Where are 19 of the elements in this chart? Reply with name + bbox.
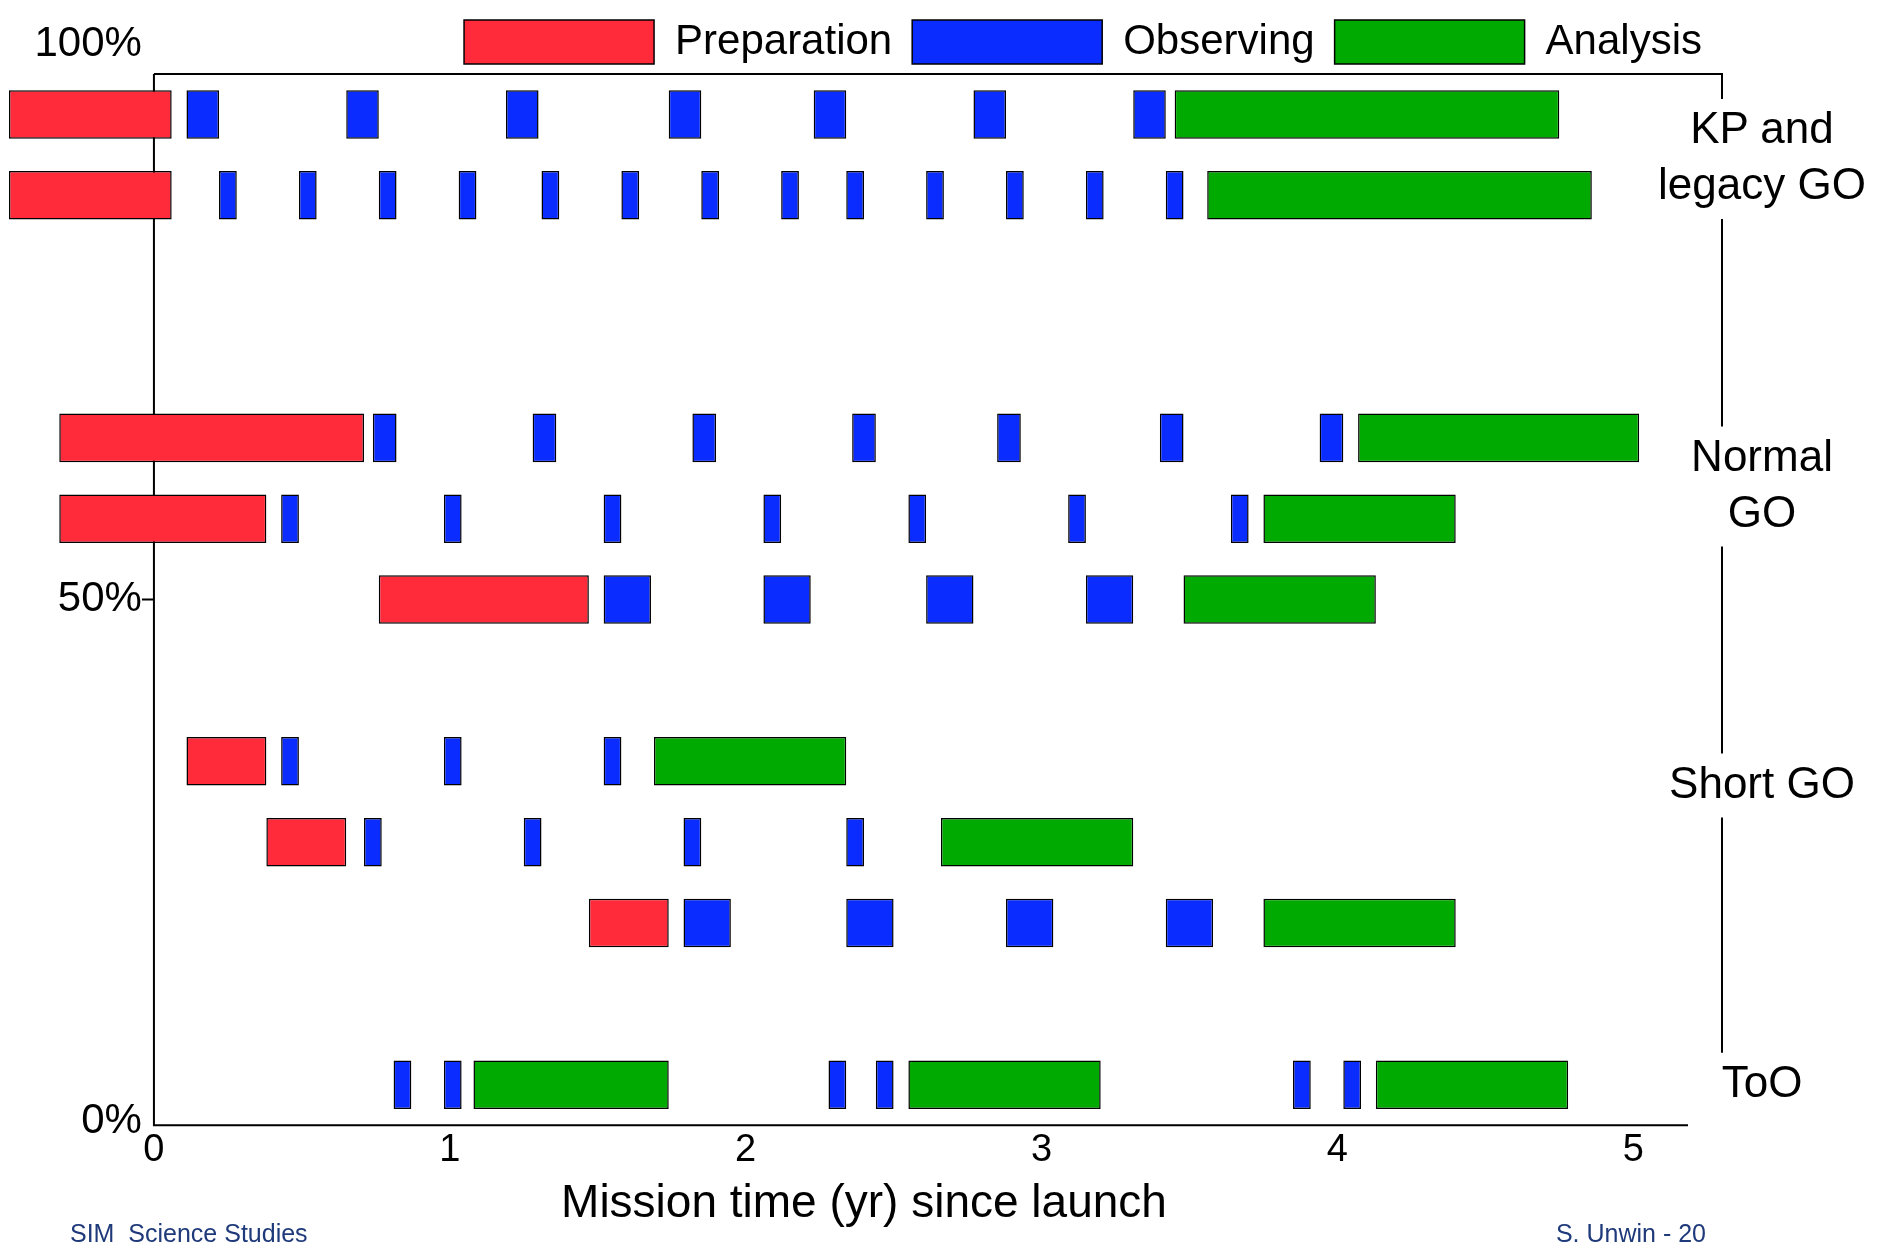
annotation: ToO bbox=[1721, 1056, 1803, 1106]
x-tick-label: 5 bbox=[1622, 1127, 1644, 1170]
text: S. Unwin - 20 bbox=[1555, 1218, 1706, 1247]
annotation: Normal GO bbox=[1691, 430, 1833, 536]
text: SIM Science Studies bbox=[70, 1218, 308, 1247]
legend-label: Analysis bbox=[1545, 15, 1703, 63]
annotation: Short GO bbox=[1669, 757, 1855, 807]
x-axis-title: Mission time (yr) since launch bbox=[561, 1175, 1167, 1228]
annotation: KP and legacy GO bbox=[1658, 103, 1866, 209]
x-tick-label: 2 bbox=[735, 1127, 757, 1170]
x-tick-label: 3 bbox=[1030, 1127, 1053, 1170]
x-tick-label: 4 bbox=[1326, 1127, 1348, 1170]
legend-label: Preparation bbox=[675, 15, 893, 63]
annotation: 0% bbox=[81, 1094, 142, 1142]
x-tick-label: 1 bbox=[439, 1127, 461, 1170]
text: 100% bbox=[34, 17, 142, 65]
legend-label: Observing bbox=[1123, 15, 1315, 63]
annotation: 50% bbox=[57, 573, 142, 621]
x-tick-label: 0 bbox=[143, 1127, 165, 1170]
